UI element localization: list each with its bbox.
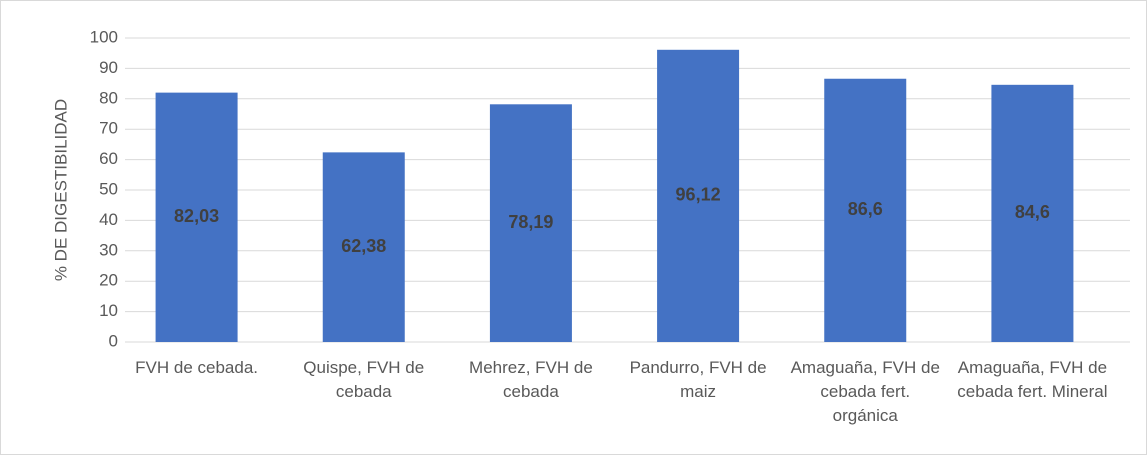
y-tick-label: 100 [90, 27, 118, 46]
bar [489, 104, 572, 342]
y-tick-label: 80 [99, 88, 118, 107]
y-tick-label: 30 [99, 240, 118, 259]
x-tick-label: Mehrez, FVH de cebada [469, 358, 593, 401]
bar [824, 78, 907, 343]
x-tick-label: Quispe, FVH de cebada [303, 358, 424, 401]
data-label: 78,19 [508, 212, 553, 232]
data-label: 62,38 [341, 236, 386, 256]
data-label: 82,03 [174, 206, 219, 226]
x-tick-label: Pandurro, FVH de maiz [630, 358, 767, 401]
y-tick-label: 60 [99, 149, 118, 168]
y-tick-label: 50 [99, 179, 118, 198]
y-tick-label: 0 [109, 331, 118, 350]
x-tick-label: FVH de cebada. [135, 358, 258, 377]
y-axis-title: % DE DIGESTIBILIDAD [51, 99, 70, 281]
y-tick-label: 70 [99, 119, 118, 138]
bar [991, 84, 1074, 342]
y-tick-label: 20 [99, 271, 118, 290]
bar [657, 49, 740, 343]
x-tick-label: Amaguaña, FVH de cebada fert. Mineral [957, 358, 1107, 401]
data-label: 86,6 [848, 199, 883, 219]
x-tick-label: Amaguaña, FVH de cebada fert. orgánica [791, 358, 940, 425]
y-tick-label: 10 [99, 301, 118, 320]
y-tick-label: 90 [99, 58, 118, 77]
y-tick-label: 40 [99, 210, 118, 229]
bar [322, 152, 405, 342]
data-label: 84,6 [1015, 202, 1050, 222]
bar [155, 92, 238, 342]
data-label: 96,12 [676, 185, 721, 205]
